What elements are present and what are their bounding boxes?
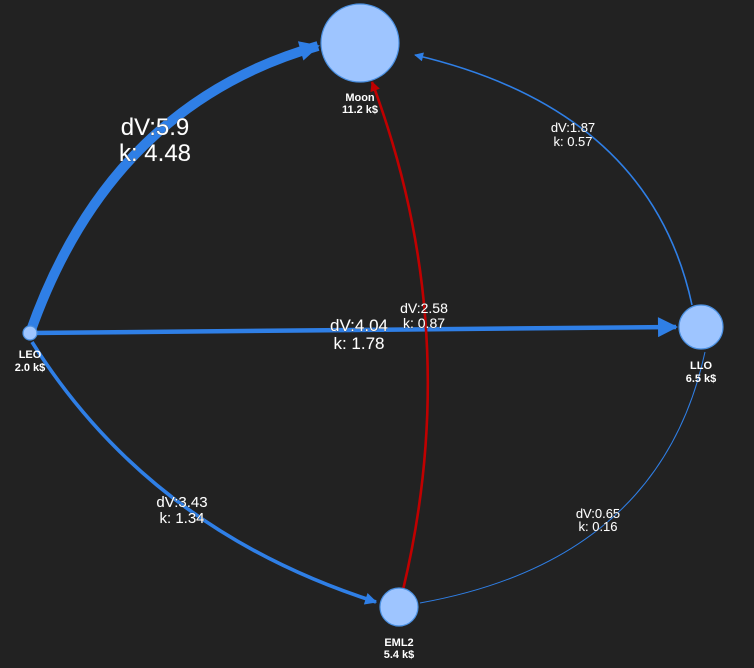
node-labels: Moon 11.2 k$ LEO 2.0 k$ LLO 6.5 k$ EML2 …: [15, 92, 717, 661]
node-eml2[interactable]: [379, 587, 419, 627]
edge-eml2-llo[interactable]: [419, 351, 706, 604]
edge-leo-llo-k: k: 1.78: [333, 334, 384, 353]
edge-eml2-moon-k: k: 0.87: [403, 315, 445, 331]
edge-labels: dV:5.9 k: 4.48 dV:1.87 k: 0.57 dV:4.04 k…: [119, 114, 621, 535]
node-eml2-name: EML2: [384, 637, 413, 649]
edge-leo-moon-k: k: 4.48: [119, 140, 191, 167]
edge-eml2-llo-dv: dV:0.65: [576, 506, 620, 521]
node-moon[interactable]: [320, 3, 400, 83]
node-llo[interactable]: [678, 304, 724, 350]
node-llo-cost: 6.5 k$: [686, 373, 717, 385]
node-eml2-cost: 5.4 k$: [384, 649, 415, 661]
edge-llo-moon-k: k: 0.57: [553, 134, 592, 149]
edge-leo-llo[interactable]: [29, 317, 678, 338]
edge-llo-moon-dv: dV:1.87: [551, 120, 595, 135]
node-leo-cost: 2.0 k$: [15, 362, 46, 374]
nodes: [22, 3, 724, 627]
edge-eml2-moon-dv: dV:2.58: [400, 300, 448, 316]
edge-leo-llo-dv: dV:4.04: [330, 316, 388, 335]
edge-leo-moon[interactable]: [25, 41, 320, 335]
edge-leo-moon-dv: dV:5.9: [121, 114, 190, 141]
edge-llo-moon[interactable]: [414, 52, 693, 306]
edge-eml2-moon[interactable]: [370, 81, 430, 591]
node-moon-name: Moon: [345, 92, 375, 104]
node-leo-name: LEO: [19, 349, 42, 361]
edge-leo-eml2-k: k: 1.34: [159, 510, 204, 527]
node-moon-cost: 11.2 k$: [342, 104, 378, 116]
node-leo[interactable]: [22, 325, 38, 341]
edge-leo-eml2-dv: dV:3.43: [156, 494, 207, 511]
edge-leo-eml2[interactable]: [30, 341, 378, 605]
edge-eml2-llo-k: k: 0.16: [578, 519, 617, 534]
edges: [25, 41, 706, 605]
node-llo-name: LLO: [690, 360, 712, 372]
